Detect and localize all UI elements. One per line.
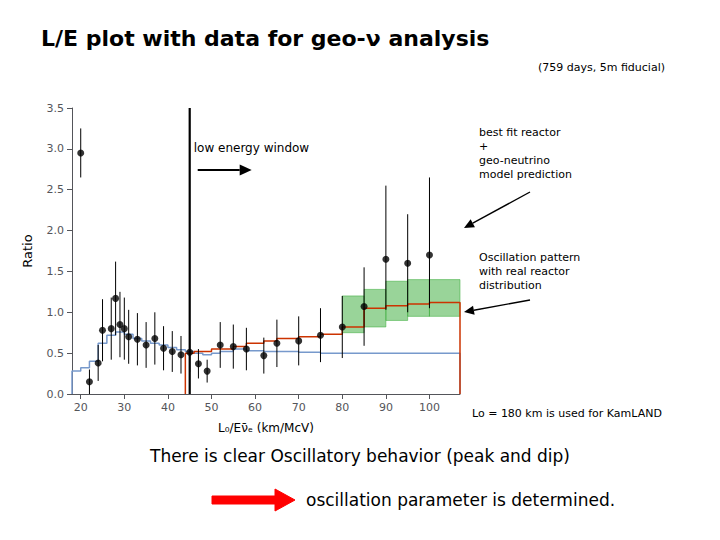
svg-text:best fit reactor: best fit reactor — [479, 126, 561, 139]
svg-text:2.5: 2.5 — [47, 183, 65, 196]
svg-text:70: 70 — [292, 401, 306, 414]
svg-text:1.5: 1.5 — [47, 265, 65, 278]
svg-text:+: + — [479, 140, 488, 153]
svg-text:Ratio: Ratio — [20, 234, 35, 267]
svg-text:100: 100 — [419, 401, 440, 414]
svg-text:low energy window: low energy window — [194, 141, 310, 155]
svg-text:There is clear Oscillatory beh: There is clear Oscillatory behavior (pea… — [149, 446, 570, 466]
svg-text:model prediction: model prediction — [479, 168, 572, 181]
svg-text:40: 40 — [161, 401, 175, 414]
svg-text:(759 days, 5m fiducial): (759 days, 5m fiducial) — [538, 61, 665, 74]
svg-text:L/E plot with data for geo-ν a: L/E plot with data for geo-ν analysis — [41, 26, 489, 51]
svg-text:distribution: distribution — [479, 279, 542, 292]
svg-text:Oscillation pattern: Oscillation pattern — [479, 251, 580, 264]
svg-text:20: 20 — [74, 401, 88, 414]
svg-text:50: 50 — [205, 401, 219, 414]
svg-text:0.0: 0.0 — [47, 388, 65, 401]
svg-text:1.0: 1.0 — [47, 306, 65, 319]
svg-text:with real reactor: with real reactor — [479, 265, 570, 278]
svg-text:60: 60 — [248, 401, 262, 414]
svg-text:90: 90 — [379, 401, 393, 414]
svg-text:30: 30 — [117, 401, 131, 414]
svg-text:geo-neutrino: geo-neutrino — [479, 154, 550, 167]
svg-text:2.0: 2.0 — [47, 224, 65, 237]
svg-text:0.5: 0.5 — [47, 347, 65, 360]
svg-text:Lo = 180 km is used for KamLAN: Lo = 180 km is used for KamLAND — [472, 407, 662, 420]
svg-text:oscillation parameter is deter: oscillation parameter is determined. — [306, 490, 615, 510]
svg-text:3.5: 3.5 — [47, 102, 65, 115]
svg-text:3.0: 3.0 — [47, 142, 65, 155]
svg-text:80: 80 — [335, 401, 349, 414]
svg-text:L₀/Eν̄ₑ (km/McV): L₀/Eν̄ₑ (km/McV) — [218, 421, 314, 435]
